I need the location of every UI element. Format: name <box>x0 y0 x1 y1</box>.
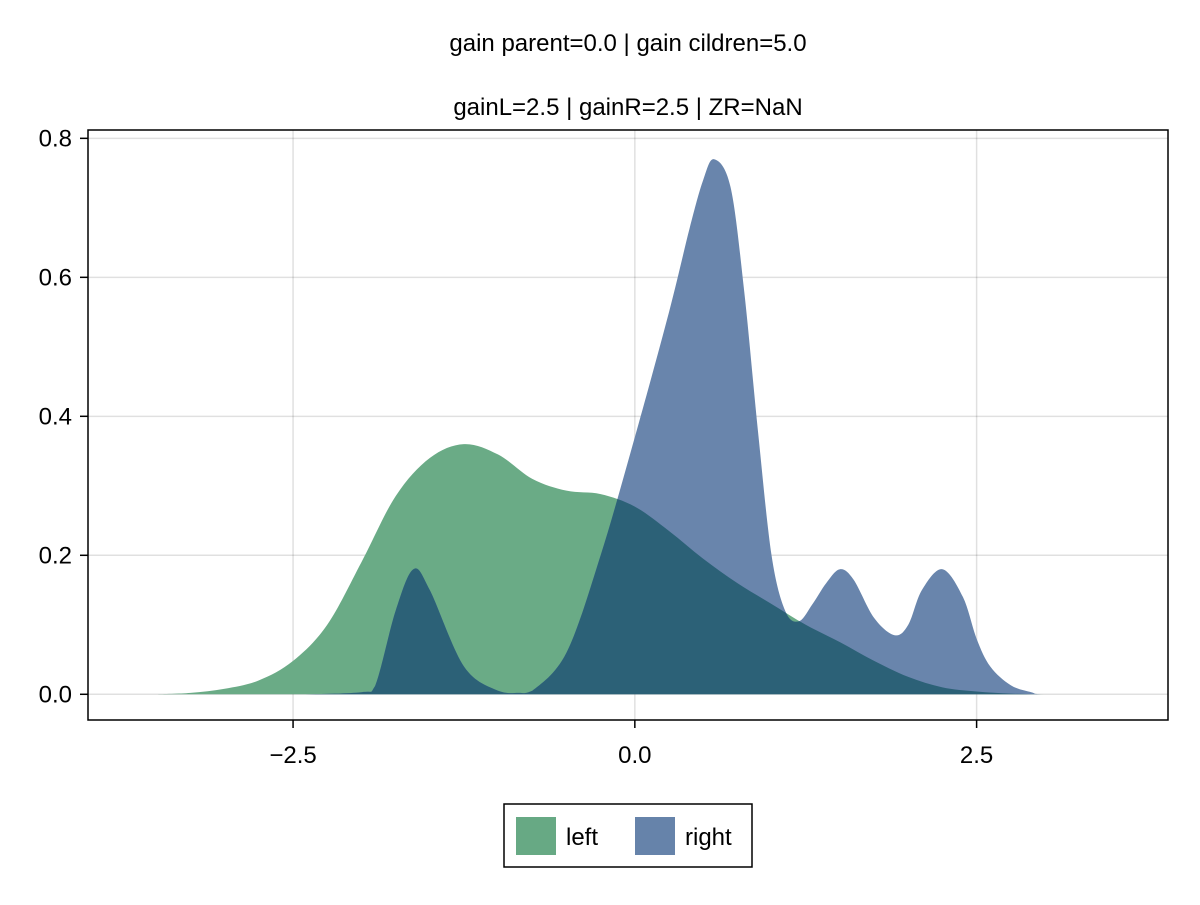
legend-label-left: left <box>566 824 598 851</box>
axes: −2.5 0.0 2.5 0.0 0.2 0.4 0.6 0.8 <box>39 125 994 769</box>
y-tick-label-0: 0.0 <box>39 681 72 708</box>
legend-label-right: right <box>685 824 732 851</box>
legend-swatch-right <box>635 817 675 855</box>
x-tick-label-2: 2.5 <box>960 742 993 769</box>
x-tick-label-1: 0.0 <box>618 742 651 769</box>
legend-swatch-left <box>516 817 556 855</box>
chart-subtitle: gainL=2.5 | gainR=2.5 | ZR=NaN <box>453 94 802 121</box>
y-tick-label-4: 0.8 <box>39 125 72 152</box>
y-tick-label-3: 0.6 <box>39 264 72 291</box>
area-overlap <box>156 444 1114 695</box>
legend: left right <box>503 803 753 868</box>
x-tick-label-0: −2.5 <box>269 742 316 769</box>
y-tick-label-1: 0.2 <box>39 542 72 569</box>
plot-frame <box>87 129 1169 721</box>
chart-title: gain parent=0.0 | gain cildren=5.0 <box>449 30 806 57</box>
series-areas <box>156 159 1114 695</box>
y-tick-label-2: 0.4 <box>39 403 72 430</box>
